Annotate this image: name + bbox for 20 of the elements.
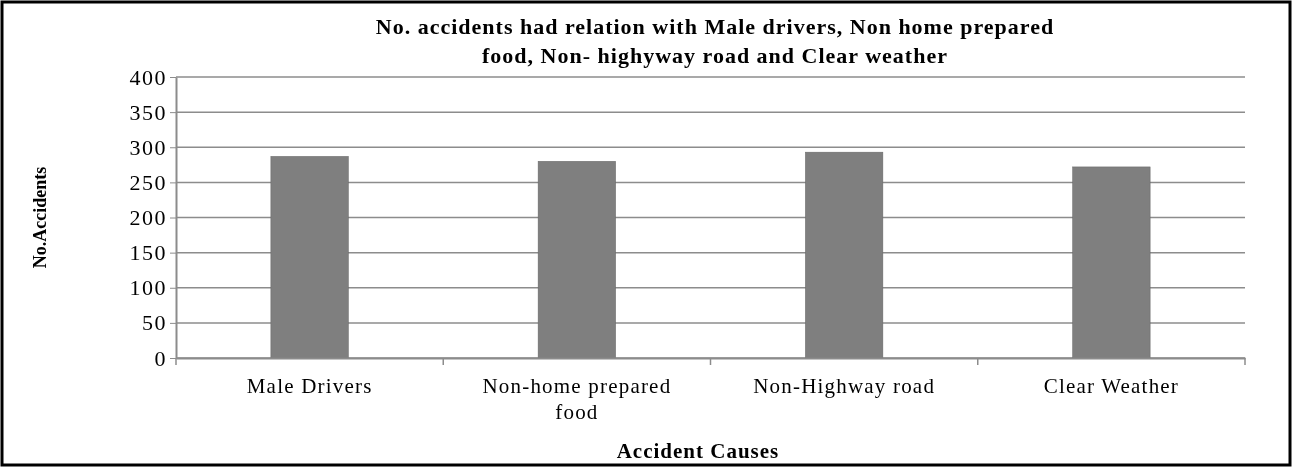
y-tick-label: 0 (154, 345, 167, 371)
chart-title: No. accidents had relation with Male drivers, Non home prepared food, Non- highyway road and Clear weather (375, 14, 1055, 68)
bar (537, 161, 616, 359)
y-axis-title: No.Accidents (30, 166, 50, 269)
y-tick-label: 100 (129, 275, 167, 301)
bar (270, 156, 349, 359)
bar (805, 151, 884, 359)
y-tick-label: 400 (129, 64, 167, 90)
x-tick-label: Non-home prepared food (482, 374, 672, 424)
y-tick-label: 250 (129, 169, 167, 195)
y-tick-label: 50 (142, 310, 167, 336)
bar (1072, 166, 1151, 359)
y-tick-label: 350 (129, 99, 167, 125)
x-tick-label: Clear Weather (1043, 374, 1180, 398)
x-tick-label: Male Drivers (246, 374, 373, 398)
y-tick-label: 300 (129, 134, 167, 160)
x-tick-label: Non-Highway road (753, 374, 936, 398)
y-tick-label: 150 (129, 240, 167, 266)
y-tick-label: 200 (129, 205, 167, 231)
x-axis-title: Accident Causes (616, 439, 780, 463)
